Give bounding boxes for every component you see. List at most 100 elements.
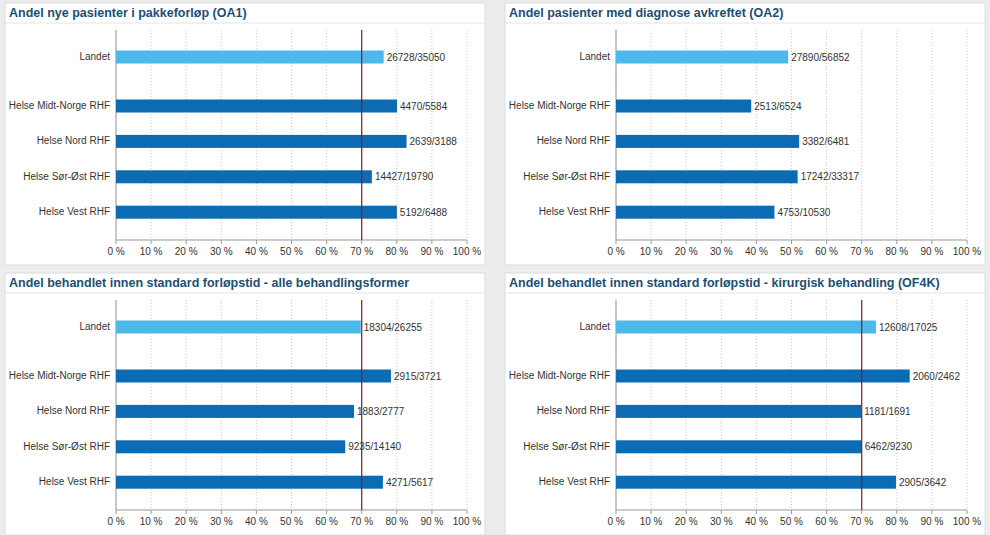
category-label: Helse Nord RHF	[37, 405, 110, 416]
bar	[616, 476, 896, 489]
title: Andel behandlet innen standard forløpsti…	[509, 276, 940, 290]
tick-label: 40 %	[745, 246, 768, 257]
bar	[616, 100, 751, 113]
category-label: Helse Sør-Øst RHF	[23, 441, 110, 452]
tick-mark	[116, 510, 117, 514]
category-label: Landet	[79, 321, 110, 332]
data-label: 4753/10530	[777, 207, 830, 218]
bar	[616, 440, 862, 453]
tick-label: 30 %	[210, 516, 233, 527]
tick-label: 20 %	[175, 246, 198, 257]
tick-label: 100 %	[453, 516, 481, 527]
bars	[116, 30, 407, 240]
tick-mark	[791, 240, 792, 244]
category-label: Helse Midt-Norge RHF	[9, 100, 110, 111]
tick-mark	[616, 510, 617, 514]
tick-mark	[186, 240, 187, 244]
tick-mark	[756, 240, 757, 244]
tick-mark	[896, 240, 897, 244]
tick-mark	[291, 510, 292, 514]
data-label: 1883/2777	[357, 406, 405, 417]
grid-line	[861, 300, 862, 510]
tick-mark	[151, 510, 152, 514]
data-label: 9235/14140	[348, 441, 401, 452]
tick-mark	[931, 510, 932, 514]
data-label: 5192/6488	[400, 207, 448, 218]
tick-mark	[151, 240, 152, 244]
bar	[616, 170, 798, 183]
tick-label: 60 %	[815, 516, 838, 527]
category-label: Helse Sør-Øst RHF	[523, 441, 610, 452]
tick-label: 50 %	[280, 516, 303, 527]
category-label: Helse Sør-Øst RHF	[23, 171, 110, 182]
panel-background	[5, 3, 485, 265]
tick-label: 30 %	[710, 246, 733, 257]
grid-line	[361, 30, 362, 240]
category-label: Helse Vest RHF	[39, 476, 110, 487]
title-rule	[505, 23, 985, 24]
data-label: 2639/3188	[410, 136, 458, 147]
tick-label: 90 %	[921, 246, 944, 257]
panel: Andel behandlet innen standard forløpsti…	[5, 273, 485, 535]
tick-label: 40 %	[245, 516, 268, 527]
axis-line	[616, 510, 967, 511]
tick-label: 10 %	[140, 516, 163, 527]
tick-mark	[931, 240, 932, 244]
tick-mark	[291, 240, 292, 244]
bar	[116, 370, 391, 383]
tick-label: 20 %	[175, 516, 198, 527]
tick-label: 50 %	[780, 516, 803, 527]
tick-mark	[896, 510, 897, 514]
bar	[116, 440, 345, 453]
tick-label: 80 %	[885, 246, 908, 257]
data-label: 4271/5617	[386, 477, 434, 488]
bars	[116, 300, 391, 510]
category-label: Helse Vest RHF	[539, 206, 610, 217]
bar	[616, 51, 788, 64]
panel-background	[505, 3, 985, 265]
tick-label: 30 %	[710, 516, 733, 527]
title-rule	[505, 293, 985, 294]
category-label: Landet	[579, 51, 610, 62]
data-label: 2513/6524	[754, 101, 802, 112]
tick-mark	[616, 240, 617, 244]
bar	[616, 405, 861, 418]
category-label: Helse Nord RHF	[37, 135, 110, 146]
title-rule	[5, 23, 485, 24]
tick-label: 70 %	[850, 246, 873, 257]
tick-mark	[861, 240, 862, 244]
tick-label: 90 %	[421, 246, 444, 257]
grid-line	[931, 30, 932, 240]
tick-label: 80 %	[385, 246, 408, 257]
bar	[116, 135, 407, 148]
tick-label: 20 %	[675, 516, 698, 527]
tick-label: 100 %	[453, 246, 481, 257]
grid-line	[467, 30, 468, 240]
tick-label: 10 %	[640, 516, 663, 527]
data-label: 6462/9230	[865, 441, 913, 452]
tick-label: 60 %	[315, 516, 338, 527]
tick-mark	[256, 240, 257, 244]
tick-mark	[361, 240, 362, 244]
bar	[616, 206, 774, 219]
bar	[116, 51, 384, 64]
tick-label: 90 %	[921, 516, 944, 527]
title: Andel nye pasienter i pakkeforløp (OA1)	[9, 6, 247, 20]
category-label: Helse Nord RHF	[537, 405, 610, 416]
tick-mark	[326, 510, 327, 514]
tick-mark	[396, 240, 397, 244]
tick-mark	[116, 240, 117, 244]
tick-mark	[467, 240, 468, 244]
grid-line	[967, 300, 968, 510]
tick-label: 100 %	[953, 516, 981, 527]
bar	[116, 321, 361, 334]
tick-label: 60 %	[315, 246, 338, 257]
grid-line	[896, 30, 897, 240]
data-label: 17242/33317	[801, 171, 860, 182]
category-label: Helse Vest RHF	[39, 206, 110, 217]
bar	[116, 405, 354, 418]
data-label: 3382/6481	[802, 136, 850, 147]
panel: Andel nye pasienter i pakkeforløp (OA1)0…	[5, 3, 485, 265]
tick-label: 0 %	[107, 516, 124, 527]
tick-mark	[396, 510, 397, 514]
